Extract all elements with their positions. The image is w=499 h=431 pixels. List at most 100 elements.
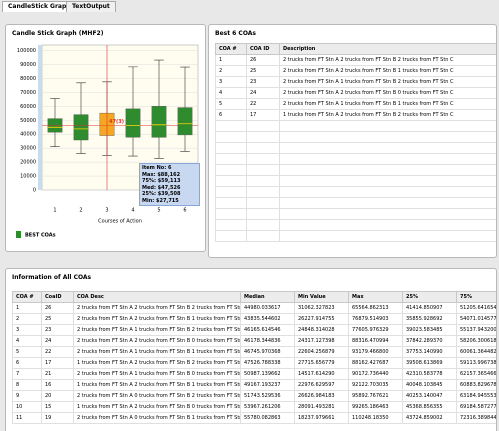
- cell: 39023.583485: [402, 324, 457, 336]
- cell: 1 trucks from FT Stn A 2 trucks from FT …: [73, 401, 241, 413]
- panel-title: Best 6 COAs: [215, 30, 256, 37]
- y-tick-label: 20000: [20, 160, 36, 166]
- cell: 18237.979661: [294, 412, 349, 424]
- chart-panel: Candle Stick Graph (MHF2) 0 10000 20000 300…: [5, 24, 206, 252]
- x-tick-label: 6: [183, 208, 186, 214]
- cell: 2 trucks from FT Stn A 1 trucks from FT …: [73, 324, 241, 336]
- cell: 63184.945553: [456, 390, 496, 402]
- table-row: 6 17 1 trucks from FT Stn A 2 trucks from …: [12, 357, 496, 369]
- cell: 45368.856355: [402, 401, 457, 413]
- cell: 1: [215, 54, 247, 66]
- cell: 58206.300618: [456, 335, 496, 347]
- empty-cell: [246, 175, 280, 187]
- candle-box: [125, 108, 141, 138]
- cell: 55780.082863: [240, 412, 295, 424]
- cell: 35855.928692: [402, 313, 457, 325]
- empty-cell: [279, 164, 496, 176]
- all-panel: Information of All COAs COA # CoaID COA De…: [5, 268, 497, 431]
- x-tick-label: 4: [131, 208, 134, 214]
- tab[interactable]: TextOutput: [66, 1, 116, 12]
- empty-cell: [246, 230, 280, 242]
- cell: 26: [41, 302, 74, 314]
- column-header: 75%: [456, 291, 496, 303]
- empty-cell: [279, 230, 496, 242]
- cell: 26626.984183: [294, 390, 349, 402]
- empty-row: [215, 197, 496, 209]
- cell: 2 trucks from FT Stn A 0 trucks from FT …: [73, 412, 241, 424]
- cell: 46165.614546: [240, 324, 295, 336]
- empty-cell: [215, 186, 247, 198]
- cell: 95892.767621: [348, 390, 403, 402]
- cell: 76879.514903: [348, 313, 403, 325]
- cell: 60061.364482: [456, 346, 496, 358]
- x-tick-label: 1: [53, 208, 56, 214]
- cell: 31062.327823: [294, 302, 349, 314]
- cell: 11: [12, 412, 42, 424]
- cell: 22604.256879: [294, 346, 349, 358]
- table-row: 2 25 2 trucks from FT Stn A 2 trucks from …: [215, 65, 496, 77]
- empty-cell: [246, 142, 280, 154]
- cell: 6: [12, 357, 42, 369]
- y-tick-label: 40000: [20, 132, 36, 138]
- empty-cell: [279, 131, 496, 143]
- empty-cell: [246, 208, 280, 220]
- empty-cell: [279, 219, 496, 231]
- tooltip-line: 75%: $59,113: [142, 178, 181, 184]
- cell: 8: [12, 379, 42, 391]
- cell: 42310.583778: [402, 368, 457, 380]
- column-header: Median: [240, 291, 295, 303]
- empty-cell: [279, 186, 496, 198]
- x-tick-label: 3: [105, 208, 108, 214]
- empty-cell: [215, 142, 247, 154]
- cell: 24: [41, 335, 74, 347]
- cell: 53967.261206: [240, 401, 295, 413]
- cell: 20: [41, 390, 74, 402]
- cell: 27715.656779: [294, 357, 349, 369]
- column-header: 25%: [402, 291, 457, 303]
- best-table: COA # COA ID Description 1 26 2 trucks from F…: [215, 43, 496, 242]
- y-tick-label: 70000: [20, 90, 36, 96]
- empty-row: [215, 120, 496, 132]
- cell: 28091.493281: [294, 401, 349, 413]
- cell: 39508.613869: [402, 357, 457, 369]
- cell: 55137.943200: [456, 324, 496, 336]
- cell: 2 trucks from FT Stn A 2 trucks from FT …: [279, 54, 496, 66]
- empty-cell: [215, 120, 247, 132]
- best-panel: Best 6 COAs COA # COA ID Description 1 26 2 t…: [208, 24, 497, 258]
- cell: 2 trucks from FT Stn A 1 trucks from FT …: [279, 98, 496, 110]
- cell: 24317.127398: [294, 335, 349, 347]
- table-row: 9 20 2 trucks from FT Stn A 0 trucks from …: [12, 390, 496, 402]
- table-row: 1 26 2 trucks from FT Stn A 2 trucks from …: [215, 54, 496, 66]
- legend-label: BEST COAs: [25, 233, 56, 239]
- column-header: Min Value: [294, 291, 349, 303]
- empty-row: [215, 164, 496, 176]
- x-tick-label: 2: [79, 208, 82, 214]
- cell: 43724.859002: [402, 412, 457, 424]
- cell: 1 trucks from FT Stn A 2 trucks from FT …: [73, 357, 241, 369]
- cell: 5: [215, 98, 247, 110]
- empty-cell: [246, 164, 280, 176]
- column-header: COA Desc: [73, 291, 241, 303]
- cell: 2 trucks from FT Stn A 1 trucks from FT …: [73, 368, 241, 380]
- cell: 2 trucks from FT Stn A 0 trucks from FT …: [73, 390, 241, 402]
- tooltip-line: Min: $27,715: [142, 197, 179, 204]
- cell: 5: [12, 346, 42, 358]
- y-tick-label: 90000: [20, 62, 36, 68]
- cell: 99265.186463: [348, 401, 403, 413]
- table-row: 5 22 2 trucks from FT Stn A 1 trucks from …: [215, 98, 496, 110]
- empty-row: [215, 208, 496, 220]
- y-tick-label: 80000: [20, 76, 36, 82]
- x-tick-label: 5: [157, 208, 160, 214]
- table-row: 3 23 2 trucks from FT Stn A 1 trucks from …: [215, 76, 496, 88]
- cell: 49167.193237: [240, 379, 295, 391]
- cell: 15: [41, 401, 74, 413]
- tooltip-line: Item No: 6: [142, 165, 172, 171]
- empty-row: [215, 186, 496, 198]
- cell: 93179.466800: [348, 346, 403, 358]
- cell: 2 trucks from FT Stn A 2 trucks from FT …: [73, 313, 241, 325]
- cell: 16: [41, 379, 74, 391]
- table-row: 5 22 2 trucks from FT Stn A 1 trucks from …: [12, 346, 496, 358]
- empty-row: [215, 219, 496, 231]
- empty-cell: [246, 219, 280, 231]
